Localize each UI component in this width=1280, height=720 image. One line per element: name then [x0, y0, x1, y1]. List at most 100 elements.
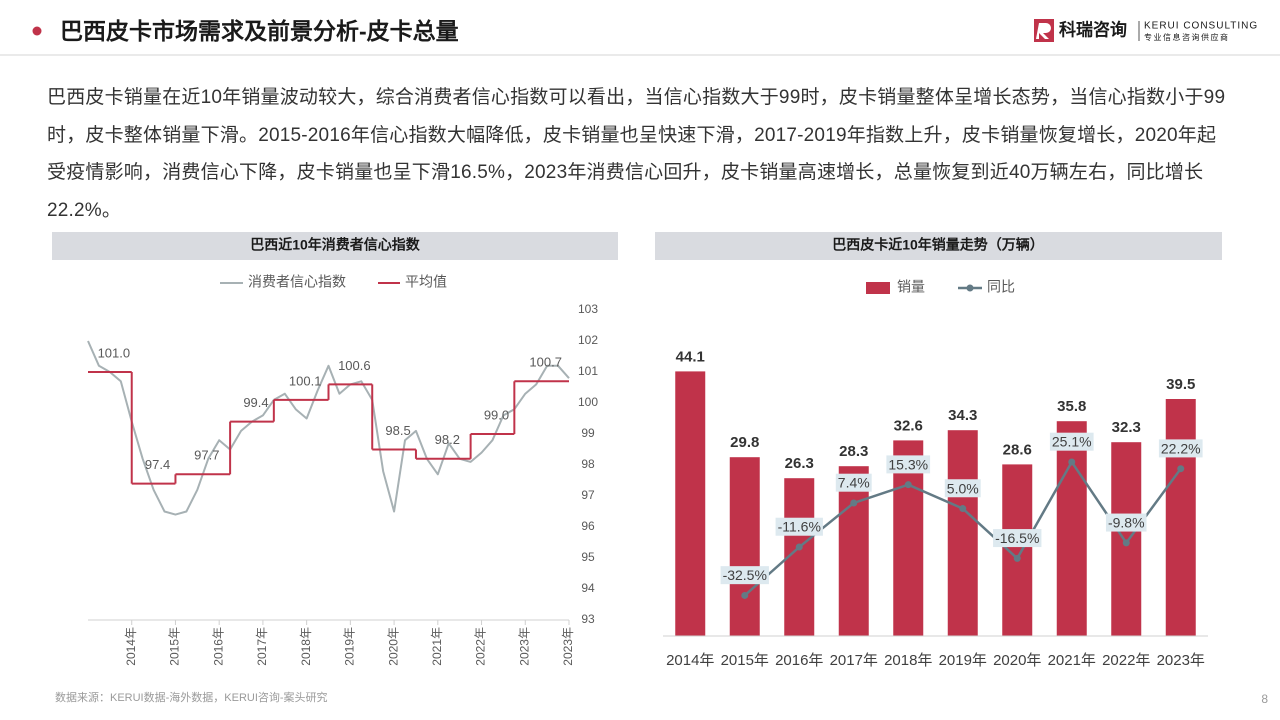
- bar: [1111, 442, 1142, 636]
- logo-mark: [1036, 23, 1051, 39]
- yoy-label: -32.5%: [723, 567, 767, 583]
- average-label: 101.0: [98, 345, 131, 360]
- bar-label: 28.3: [839, 443, 868, 460]
- average-label: 99.0: [484, 407, 509, 422]
- average-label: 97.4: [145, 457, 170, 472]
- yoy-label-bg: [1049, 432, 1094, 451]
- x-tick-label: 2020年: [386, 627, 400, 666]
- yoy-label: 25.1%: [1052, 434, 1092, 450]
- bar-label: 26.3: [785, 455, 814, 472]
- y-tick-label: 98: [581, 457, 595, 471]
- average-label: 99.4: [243, 395, 268, 410]
- x-tick-label: 2016年: [211, 627, 225, 666]
- yoy-label: -11.6%: [778, 519, 821, 535]
- yoy-label-bg: [993, 529, 1042, 548]
- bar-label: 32.6: [894, 417, 923, 434]
- legend-swatch-marker: [966, 284, 974, 292]
- bar: [1165, 399, 1196, 636]
- x-tick-label: 2018年: [884, 652, 932, 669]
- x-tick-label: 2019年: [343, 627, 357, 666]
- logo-english: KERUI CONSULTING: [1144, 21, 1258, 32]
- x-tick-label: 2022年: [474, 627, 488, 666]
- average-label: 100.1: [289, 373, 322, 388]
- legend-label: 平均值: [405, 274, 447, 290]
- yoy-marker: [904, 481, 912, 489]
- x-tick-label: 2023年: [517, 627, 531, 666]
- average-label: 100.6: [338, 358, 371, 373]
- y-tick-label: 102: [578, 333, 598, 347]
- x-tick-label: 2016年: [775, 652, 823, 669]
- chart-title-band: [655, 232, 1222, 260]
- x-tick-label: 2017年: [255, 627, 269, 666]
- yoy-label-bg: [1105, 513, 1147, 532]
- yoy-label-bg: [1158, 439, 1203, 458]
- slide-title: 巴西皮卡市场需求及前景分析-皮卡总量: [60, 18, 459, 44]
- yoy-label: -16.5%: [995, 530, 1039, 546]
- yoy-label-bg: [886, 455, 931, 474]
- yoy-label-bg: [835, 473, 872, 492]
- x-tick-label: 2018年: [299, 627, 313, 666]
- bar-label: 32.3: [1112, 419, 1141, 436]
- x-tick-label: 2014年: [666, 652, 714, 669]
- x-tick-label: 2019年: [939, 652, 987, 669]
- average-label: 98.2: [435, 432, 460, 447]
- yoy-label: 5.0%: [947, 480, 979, 496]
- bar: [729, 457, 760, 636]
- x-tick-label: 2017年: [830, 652, 878, 669]
- y-tick-label: 101: [578, 364, 598, 378]
- bar-label: 35.8: [1057, 398, 1086, 415]
- yoy-marker: [850, 499, 858, 507]
- y-tick-label: 94: [581, 581, 595, 595]
- page-number: 8: [1261, 692, 1268, 706]
- yoy-marker: [741, 591, 749, 599]
- y-tick-label: 97: [581, 488, 595, 502]
- yoy-label-bg: [944, 479, 981, 498]
- bar-label: 29.8: [730, 434, 759, 451]
- bar: [947, 430, 978, 636]
- y-tick-label: 95: [581, 550, 595, 564]
- bar-label: 39.5: [1166, 376, 1195, 393]
- yoy-label: 7.4%: [838, 475, 870, 491]
- logo: 科瑞咨询 KERUI CONSULTING 专业信息咨询供应商: [1034, 19, 1258, 42]
- legend-swatch: [866, 282, 890, 294]
- bar-label: 44.1: [676, 348, 705, 365]
- yoy-marker: [1013, 554, 1021, 562]
- chart-title-band: [52, 232, 618, 260]
- x-tick-label: 2014年: [124, 627, 138, 666]
- x-tick-label: 2023年: [1157, 652, 1205, 669]
- yoy-label-bg: [720, 566, 769, 585]
- logo-tagline: 专业信息咨询供应商: [1144, 32, 1230, 42]
- x-tick-label: 2015年: [168, 627, 182, 666]
- logo-name: 科瑞咨询: [1059, 19, 1127, 39]
- bar: [675, 371, 706, 636]
- average-label: 100.7: [529, 355, 562, 370]
- summary-paragraph: 巴西皮卡销量在近10年销量波动较大，综合消费者信心指数可以看出，当信心指数大于9…: [47, 87, 1226, 221]
- yoy-marker: [1068, 458, 1076, 466]
- yoy-marker: [959, 505, 967, 513]
- chart-title: 巴西近10年消费者信心指数: [250, 237, 421, 253]
- yoy-label-bg: [775, 517, 823, 536]
- bar: [838, 466, 869, 636]
- bar-label: 34.3: [948, 407, 977, 424]
- confidence-line: [87, 340, 570, 516]
- source-note: 数据来源：KERUI数据-海外数据，KERUI咨询-案头研究: [55, 690, 328, 704]
- yoy-label: 22.2%: [1161, 440, 1201, 456]
- yoy-label: 15.3%: [888, 456, 928, 472]
- y-tick-label: 99: [581, 426, 595, 440]
- average-label: 97.7: [194, 448, 219, 463]
- bar-label: 28.6: [1003, 441, 1032, 458]
- x-tick-label: 2023年: [561, 627, 575, 666]
- x-tick-label: 2021年: [430, 627, 444, 666]
- x-tick-label: 2021年: [1048, 652, 1096, 669]
- yoy-marker: [1122, 539, 1130, 547]
- y-tick-label: 93: [581, 612, 595, 626]
- legend-label: 销量: [897, 279, 925, 295]
- y-tick-label: 103: [578, 302, 598, 316]
- yoy-marker: [795, 543, 803, 551]
- y-tick-label: 100: [578, 395, 598, 409]
- x-tick-label: 2020年: [993, 652, 1041, 669]
- yoy-label: -9.8%: [1108, 515, 1145, 531]
- y-tick-label: 96: [581, 519, 595, 533]
